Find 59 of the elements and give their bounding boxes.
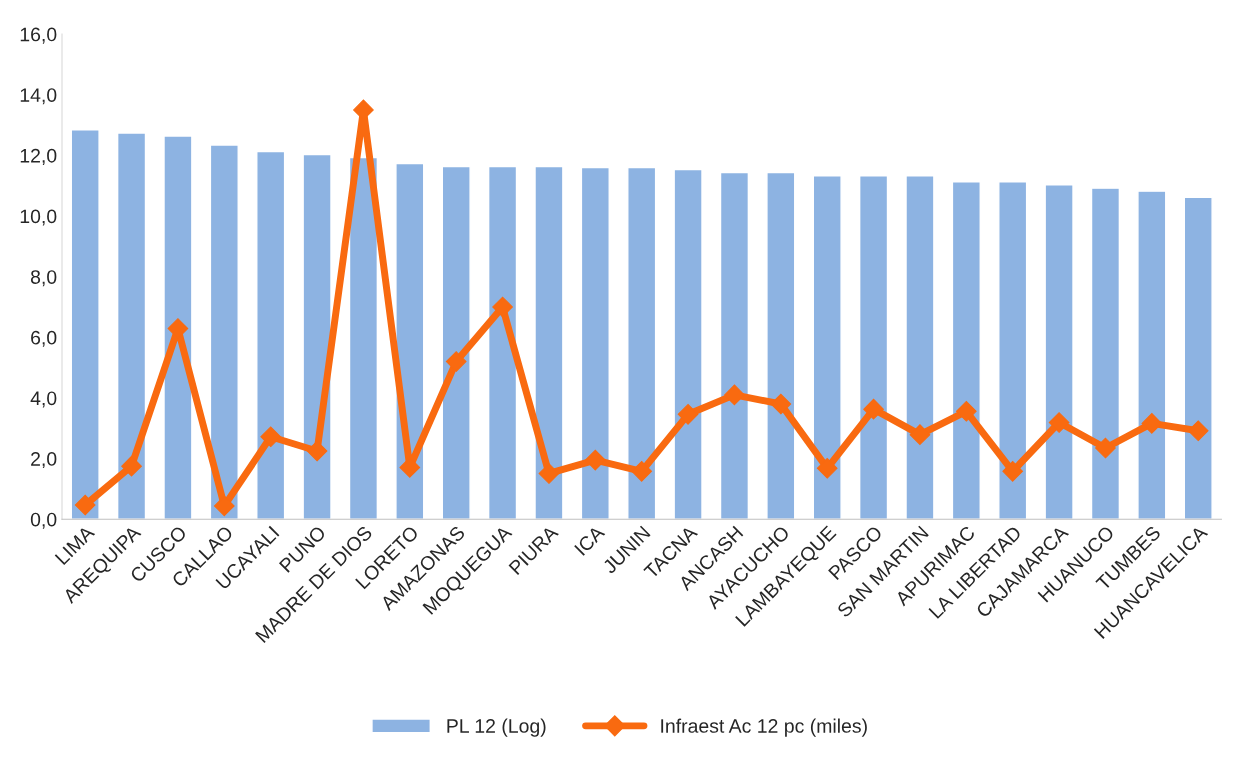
point <box>306 440 328 462</box>
bar <box>70 129 100 520</box>
bar <box>766 171 796 520</box>
bar <box>163 135 193 520</box>
bar <box>1044 184 1074 520</box>
bar <box>1090 187 1121 520</box>
bar <box>302 153 332 520</box>
y-tick-label: 16,0 <box>20 27 57 44</box>
legend-label: Infraest Ac 12 pc (miles) <box>661 718 867 737</box>
point <box>1002 460 1024 482</box>
y-tick-label: 0,0 <box>30 512 57 529</box>
point <box>909 424 931 445</box>
point <box>260 426 282 448</box>
bar <box>673 168 703 520</box>
point <box>1141 413 1163 434</box>
point <box>121 455 142 477</box>
y-tick-label: 2,0 <box>31 452 57 469</box>
bar <box>209 144 239 520</box>
bar <box>1183 196 1213 520</box>
point <box>213 495 235 517</box>
y-tick-label: 14,0 <box>20 88 57 105</box>
point <box>770 393 792 415</box>
y-tick-label: 6,0 <box>31 330 57 347</box>
point <box>538 463 560 484</box>
y-tick-label: 10,0 <box>20 209 57 226</box>
point <box>724 384 745 406</box>
bar <box>256 150 286 520</box>
bar <box>719 171 750 520</box>
point <box>863 398 884 420</box>
point <box>955 400 977 422</box>
bar <box>998 181 1028 520</box>
point <box>1048 412 1070 433</box>
bar <box>116 132 147 520</box>
y-tick-label: 8,0 <box>30 270 57 287</box>
y-tick-label: 12,0 <box>20 148 57 165</box>
bar <box>1137 190 1167 520</box>
point <box>584 449 606 471</box>
point <box>445 351 467 372</box>
point <box>399 457 421 478</box>
point <box>1187 420 1209 442</box>
bar <box>580 166 610 520</box>
point <box>74 494 96 516</box>
bar <box>951 181 981 520</box>
bar <box>534 165 564 520</box>
y-tick-label: 4,0 <box>30 391 57 408</box>
point <box>677 403 699 425</box>
bar <box>348 156 379 520</box>
point <box>631 460 653 482</box>
bar <box>858 175 889 520</box>
bar <box>905 175 935 520</box>
bar <box>627 166 657 520</box>
point <box>1095 437 1116 459</box>
x-tick-label: ICA <box>574 524 606 556</box>
bar <box>441 165 471 520</box>
legend-label: PL 12 (Log) <box>447 718 546 737</box>
bar <box>812 175 842 520</box>
point <box>816 457 838 479</box>
point <box>492 296 513 318</box>
bar <box>487 165 518 520</box>
